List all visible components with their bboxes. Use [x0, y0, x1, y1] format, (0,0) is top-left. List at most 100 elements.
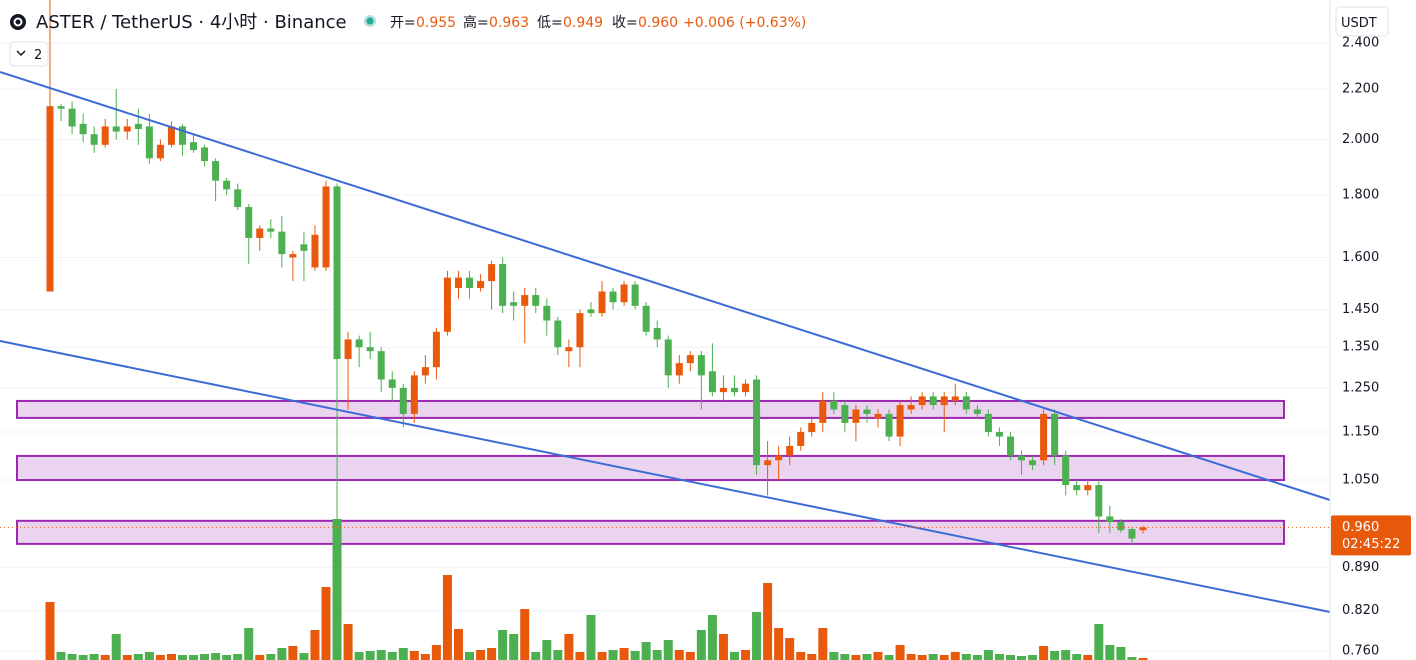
- candle-body: [521, 295, 529, 306]
- candle-body: [554, 320, 562, 348]
- volume-bar: [685, 652, 695, 660]
- indicator-count[interactable]: 2: [34, 48, 42, 63]
- volume-bar: [211, 653, 221, 660]
- candle-body: [951, 396, 959, 401]
- volume-bar: [354, 652, 364, 660]
- volume-bar: [200, 654, 210, 660]
- candle-body: [1084, 485, 1092, 491]
- candle-body: [565, 347, 573, 352]
- candle-body: [587, 309, 595, 314]
- volume-bar: [100, 655, 110, 660]
- volume-bar: [78, 655, 88, 660]
- volume-bar: [906, 654, 916, 660]
- volume-bar: [1028, 655, 1038, 660]
- volume-bar: [718, 634, 728, 660]
- legend-value: 0.963: [489, 15, 529, 31]
- volume-bar: [332, 519, 342, 660]
- countdown: 02:45:22: [1342, 537, 1400, 552]
- candle-body: [134, 123, 142, 130]
- candle-body: [245, 207, 253, 238]
- volume-bar: [498, 630, 508, 660]
- volume-bar: [641, 642, 651, 660]
- volume-bar: [630, 651, 640, 660]
- y-tick-label: 1.350: [1342, 340, 1379, 355]
- volume-bar: [144, 652, 154, 660]
- legend-key: 高=: [463, 14, 489, 31]
- currency[interactable]: USDT: [1341, 16, 1377, 31]
- volume-bar: [244, 628, 254, 660]
- volume-bar: [277, 648, 287, 660]
- candle-body: [631, 284, 639, 306]
- candles: [46, 0, 1147, 545]
- candle-body: [322, 186, 330, 268]
- volume-bar: [1116, 647, 1126, 660]
- candle-body: [57, 106, 65, 109]
- volume-bar: [564, 634, 574, 660]
- indicator-toggle[interactable]: [9, 41, 49, 67]
- candle-body: [344, 339, 352, 360]
- volume-bar: [707, 615, 717, 660]
- candle-body: [432, 331, 440, 368]
- candle-body: [223, 180, 231, 190]
- candle-body: [267, 228, 275, 232]
- symbol-icon: [13, 17, 23, 27]
- volume-bar: [442, 575, 452, 660]
- volume-bar: [189, 655, 199, 660]
- candle-body: [156, 144, 164, 159]
- volume-bar: [796, 652, 806, 660]
- volume-bar: [983, 650, 993, 660]
- volume-bar: [420, 654, 430, 660]
- candle-body: [410, 375, 418, 414]
- zone: [16, 454, 1285, 482]
- change: +0.006 (+0.63%): [683, 15, 806, 31]
- last-price-label: 0.960 02:45:22: [1331, 515, 1411, 556]
- candle-body: [212, 161, 220, 181]
- volume-bar: [310, 630, 320, 660]
- candle-body: [675, 363, 683, 376]
- volume-bar: [520, 609, 530, 660]
- last-price: 0.960: [1342, 520, 1379, 535]
- volume-bar: [343, 624, 353, 660]
- volume-bar: [1039, 646, 1049, 660]
- y-tick-label: 0.820: [1342, 603, 1379, 618]
- candle-body: [543, 305, 551, 321]
- candle-body: [366, 347, 374, 352]
- volume-bar: [45, 602, 55, 660]
- volume-bar: [785, 638, 795, 660]
- candle-body: [46, 106, 54, 292]
- volume-bar: [1127, 657, 1137, 660]
- volume-bar: [729, 652, 739, 660]
- status-dot: [366, 17, 374, 25]
- candle-body: [333, 186, 341, 360]
- candle-body: [1018, 455, 1026, 461]
- volume-bar: [453, 629, 463, 660]
- trend-line: [0, 71, 1331, 501]
- volume-bar: [895, 645, 905, 660]
- candle-body: [388, 379, 396, 388]
- candle-body: [929, 396, 937, 406]
- candle-body: [510, 302, 518, 306]
- volume-bar: [807, 654, 817, 660]
- candle-body: [819, 400, 827, 423]
- candle-body: [874, 413, 882, 419]
- candle-body: [488, 264, 496, 282]
- y-tick-label: 1.150: [1342, 424, 1379, 439]
- volume-bar: [431, 645, 441, 660]
- candle-body: [962, 396, 970, 410]
- volume-bar: [1105, 645, 1115, 660]
- volume-bar: [233, 654, 243, 660]
- candle-body: [863, 409, 871, 414]
- currency-button[interactable]: [1335, 6, 1389, 37]
- candle-body: [399, 387, 407, 414]
- volume-bar: [575, 652, 585, 660]
- candle-body: [112, 126, 120, 132]
- candle-body: [642, 305, 650, 332]
- candle-body: [1029, 460, 1037, 466]
- candle-body: [101, 126, 109, 145]
- candle-body: [940, 396, 948, 406]
- volume-bar: [299, 653, 309, 660]
- volume-bar: [542, 640, 552, 660]
- candle-body: [995, 431, 1003, 437]
- candle-body: [532, 295, 540, 306]
- candle-body: [1073, 485, 1081, 491]
